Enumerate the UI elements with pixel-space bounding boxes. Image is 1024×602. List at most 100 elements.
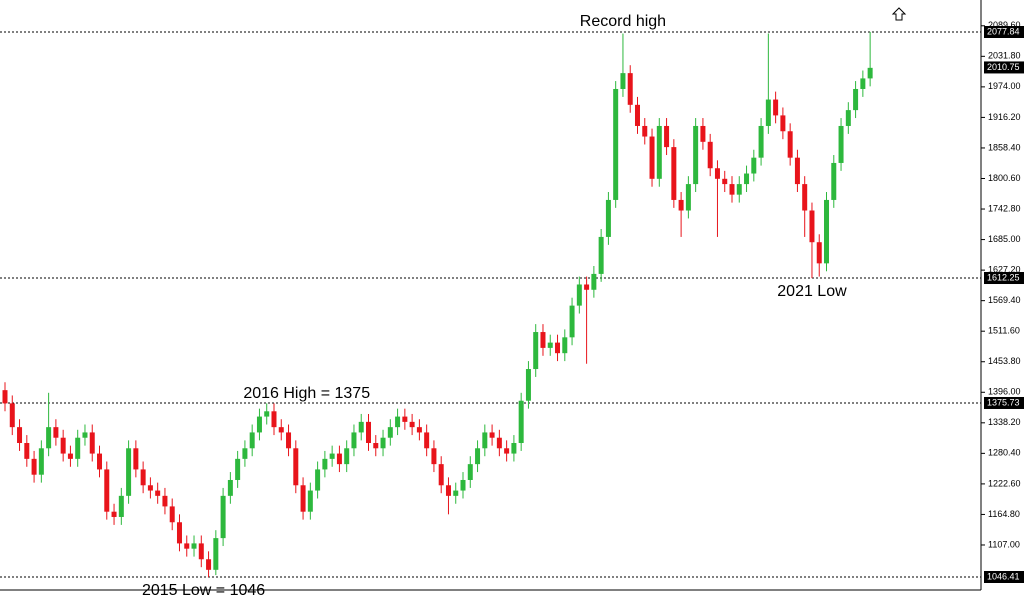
candle-body — [293, 448, 299, 486]
level-label: 1375.73 — [987, 397, 1020, 407]
candle-body — [867, 67, 873, 79]
candle-body — [271, 411, 277, 428]
candle-body — [627, 73, 633, 105]
candle-body — [329, 453, 335, 459]
candle-body — [700, 125, 706, 142]
level-label-box — [984, 396, 1024, 409]
candle-body — [591, 273, 597, 290]
candle-body — [438, 464, 444, 486]
y-tick-label: 1338.20 — [988, 417, 1021, 427]
candle-body — [511, 443, 517, 454]
y-tick-label: 1858.40 — [988, 142, 1021, 152]
candle-body — [504, 448, 510, 454]
candle-body — [431, 448, 437, 465]
candle-body — [89, 432, 95, 454]
candle-body — [256, 416, 262, 433]
candle-body — [31, 458, 37, 475]
candle-body — [220, 495, 226, 539]
candle-body — [547, 342, 553, 348]
candle-body — [24, 443, 30, 459]
candle-body — [707, 141, 713, 169]
candle-body — [642, 125, 648, 137]
y-tick-label: 1280.40 — [988, 448, 1021, 458]
candle-body — [402, 416, 408, 422]
candle-body — [853, 88, 859, 111]
y-tick-label: 1569.40 — [988, 295, 1021, 305]
level-label: 2010.75 — [987, 62, 1020, 72]
candle-body — [751, 157, 757, 174]
candle-body — [358, 421, 364, 433]
candle-body — [860, 78, 866, 89]
candle-body — [104, 469, 110, 512]
candle-body — [67, 453, 73, 459]
candle-body — [380, 437, 386, 449]
candle-body — [264, 411, 270, 417]
candle-body — [227, 479, 233, 496]
y-tick-label: 1164.80 — [988, 509, 1020, 519]
candle-body — [184, 543, 190, 549]
candle-body — [249, 432, 255, 449]
candle-body — [671, 147, 677, 200]
candle-body — [336, 453, 342, 465]
candle-body — [620, 73, 626, 89]
y-tick-label: 1222.60 — [988, 478, 1021, 488]
candle-body — [489, 432, 495, 438]
annotation: 2021 Low — [777, 283, 847, 300]
candle-body — [598, 236, 604, 274]
candle-body — [351, 432, 357, 449]
candle-body — [467, 464, 473, 480]
candle-body — [38, 448, 44, 475]
candle-body — [140, 469, 146, 486]
candle-body — [758, 125, 764, 158]
candle-body — [9, 403, 15, 428]
y-tick-label: 1627.20 — [988, 264, 1021, 274]
candle-body — [118, 495, 124, 517]
candle-body — [649, 136, 655, 179]
candle-body — [300, 485, 306, 512]
candle-body — [424, 432, 430, 449]
candle-body — [278, 427, 284, 433]
candle-body — [656, 125, 662, 179]
candle-body — [206, 559, 212, 570]
candle-body — [555, 342, 561, 354]
y-tick-label: 1974.00 — [988, 81, 1021, 91]
candle-body — [198, 543, 204, 560]
annotation: 2015 Low = 1046 — [142, 582, 265, 599]
candle-body — [744, 173, 750, 185]
candle-body — [366, 421, 371, 444]
candle-body — [569, 305, 575, 338]
candle-body — [816, 242, 822, 264]
candle-body — [460, 479, 466, 491]
candle-body — [824, 199, 830, 264]
candle-body — [322, 458, 328, 470]
candle-body — [496, 437, 502, 449]
y-tick-label: 1107.00 — [988, 539, 1020, 549]
level-label-box — [984, 25, 1024, 38]
y-tick-label: 1511.60 — [988, 326, 1020, 336]
y-tick-label: 1453.80 — [988, 356, 1021, 366]
candle-body — [584, 284, 590, 290]
candle-body — [780, 115, 786, 132]
candle-body — [191, 543, 197, 549]
candle-body — [736, 184, 742, 195]
level-label-box — [984, 570, 1024, 583]
candle-body — [613, 88, 619, 200]
candle-body — [213, 538, 219, 570]
candle-body — [831, 162, 837, 200]
candle-body — [533, 332, 539, 370]
candle-body — [664, 125, 670, 148]
candle-body — [475, 448, 481, 465]
candle-body — [176, 522, 182, 544]
candle-body — [605, 199, 611, 237]
candle-body — [416, 427, 422, 433]
candle-body — [765, 99, 771, 126]
candle-body — [634, 104, 640, 126]
candle-body — [576, 284, 582, 306]
candle-body — [373, 443, 379, 449]
candle-body — [147, 485, 153, 491]
annotation: 2016 High = 1375 — [243, 385, 370, 402]
candle-body — [315, 469, 321, 491]
candle-body — [540, 332, 546, 348]
y-tick-label: 1742.80 — [988, 203, 1021, 213]
